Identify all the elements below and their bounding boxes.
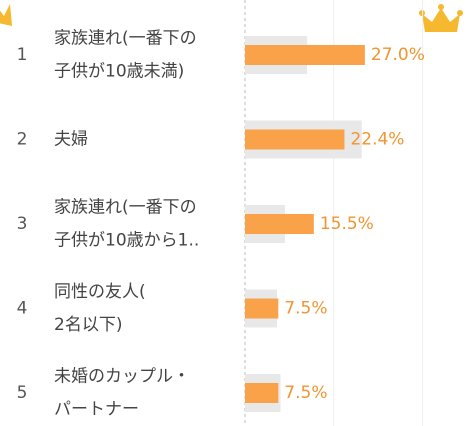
value-label: 22.4%	[350, 130, 404, 150]
crown-right	[419, 4, 463, 32]
category-label: 同性の友人(	[54, 282, 146, 302]
category-label: 子供が10歳から1..	[54, 231, 199, 251]
value-label: 27.0%	[371, 45, 425, 65]
rank: 5	[17, 383, 28, 403]
rank: 2	[17, 130, 28, 150]
category-label: 2名以下)	[54, 315, 122, 335]
bar	[245, 129, 345, 150]
value-label: 15.5%	[320, 214, 374, 234]
bar	[245, 383, 279, 403]
category-label: 家族連れ(一番下の	[54, 198, 197, 218]
category-label: 夫婦	[54, 130, 88, 150]
bar	[245, 214, 314, 234]
category-label: パートナー	[54, 400, 139, 420]
category-label: 子供が10歳未満)	[54, 62, 184, 82]
category-label: 家族連れ(一番下の	[54, 29, 197, 49]
rank: 1	[17, 45, 28, 65]
crown-left	[0, 4, 12, 26]
category-label: 未婚のカップル・	[54, 367, 190, 387]
value-label: 7.5%	[284, 383, 327, 403]
rank: 4	[17, 299, 28, 319]
bar	[245, 298, 279, 319]
rank: 3	[17, 214, 28, 234]
value-label: 7.5%	[284, 299, 327, 319]
bar	[245, 45, 365, 65]
